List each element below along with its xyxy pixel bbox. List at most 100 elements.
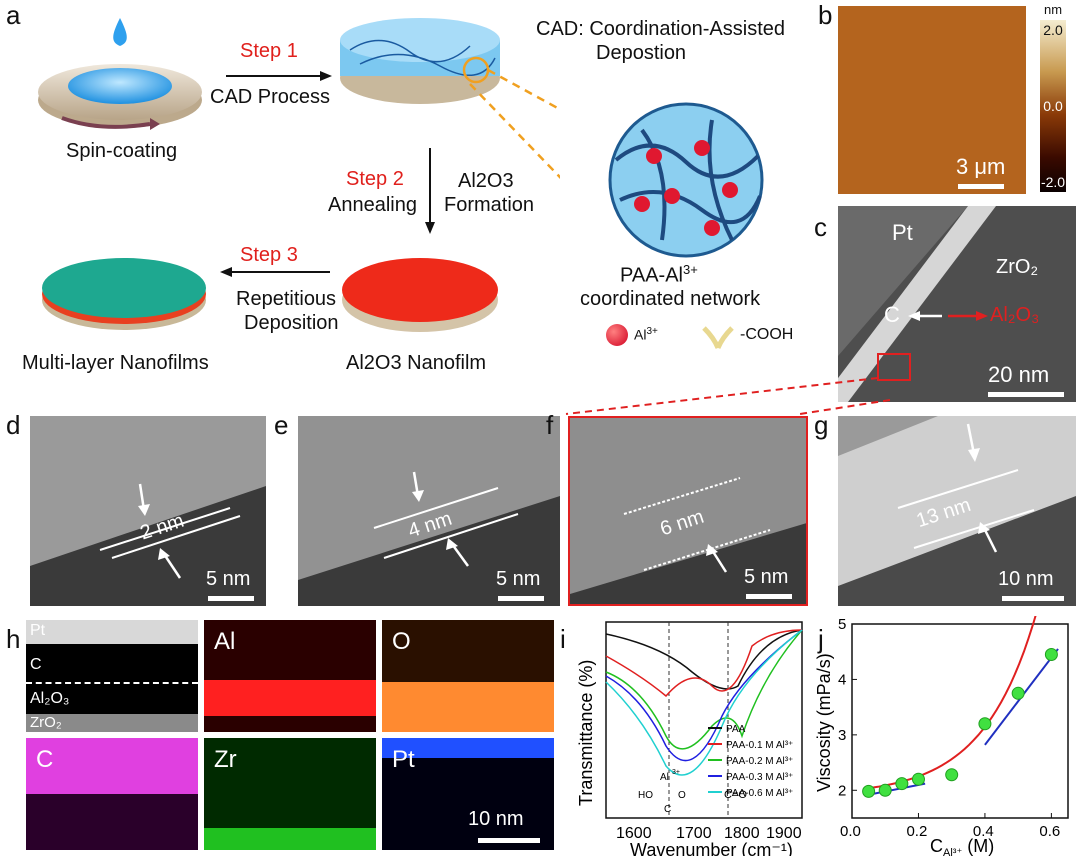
viscosity-data-point — [911, 772, 925, 786]
cad-title-line2: Depostion — [596, 42, 687, 64]
ftir-line-01 — [605, 629, 803, 698]
viscosity-xlabel: CAl³⁺ (M) — [930, 836, 994, 856]
step1-label: Step 1 — [240, 40, 298, 62]
cooh-legend-icon — [702, 326, 734, 349]
coated-disc-illustration — [340, 18, 500, 104]
viscosity-data-point — [1044, 647, 1058, 661]
step3-label: Step 3 — [240, 244, 298, 266]
panel-label-a: a — [6, 0, 21, 30]
panel-label-c: c — [814, 212, 827, 242]
ftir-plot-frame — [605, 621, 803, 819]
tem-image-e: 4 nm 5 nm — [298, 416, 560, 606]
panel-label-f: f — [546, 410, 554, 440]
ftir-line-paa — [605, 629, 803, 690]
ftir-annot-o: O — [678, 790, 686, 801]
eds-map-zr: Zr — [204, 738, 376, 850]
ftir-line-02 — [605, 629, 803, 750]
eds-map-c-label: C — [36, 746, 54, 773]
viscosity-ytick-label: 2 — [838, 782, 846, 799]
eds-map-c: C — [26, 738, 198, 850]
tem-f-scalebar-label: 5 nm — [744, 566, 789, 588]
afm-tick-bottom: -2.0 — [1040, 174, 1066, 190]
al2o3-nanofilm-disc-illustration — [342, 258, 498, 332]
ftir-legend-4: PAA-0.6 M Al³⁺ — [726, 788, 793, 799]
ftir-annot-al-sup: 3+ — [672, 769, 680, 776]
eds-map-pt-label: Pt — [392, 746, 415, 773]
viscosity-ytick-label: 5 — [838, 616, 846, 633]
viscosity-plot-frame — [851, 623, 1069, 819]
ftir-xtick-1900: 1900 — [766, 825, 802, 842]
viscosity-fit-linear-low — [868, 782, 926, 796]
panel-label-h: h — [6, 624, 21, 654]
ftir-annot-co: C=O — [724, 789, 747, 801]
viscosity-ytick-label: 4 — [838, 671, 846, 688]
panel-label-i: i — [560, 624, 566, 654]
panel-label-d: d — [6, 410, 21, 440]
ftir-xtick-1600: 1600 — [616, 825, 652, 842]
eds-haadf-image: Pt C Al₂O₃ ZrO₂ — [26, 620, 198, 732]
legend-cooh-label: -COOH — [740, 326, 794, 343]
legend-al-label: Al3+ — [634, 326, 658, 343]
schematic-diagram — [38, 18, 560, 332]
ftir-annot-c: C — [664, 804, 671, 815]
al2o3-nanofilm-label: Al2O3 Nanofilm — [346, 352, 487, 374]
coordinated-network-illustration — [608, 102, 764, 258]
eds-layer-pt-label: Pt — [30, 622, 46, 639]
panel-label-b: b — [818, 0, 833, 30]
viscosity-xtick-label: 0.2 — [906, 823, 927, 840]
viscosity-data-point — [895, 777, 909, 791]
viscosity-data-point — [878, 783, 892, 797]
al-ion-legend-icon — [606, 324, 628, 346]
ftir-xtick-1700: 1700 — [676, 825, 712, 842]
viscosity-data-point — [945, 768, 959, 782]
viscosity-xtick-label: 0.0 — [840, 823, 861, 840]
droplet-icon — [113, 18, 127, 46]
panel-label-e: e — [274, 410, 289, 440]
panel-label-j: j — [818, 624, 824, 654]
cad-title-line1: CAD: Coordination-Assisted — [536, 18, 785, 40]
ftir-line-06 — [605, 629, 803, 776]
ftir-xtick-1800: 1800 — [724, 825, 760, 842]
ftir-legend-2: PAA-0.2 M Al³⁺ — [726, 756, 793, 767]
tem-image-d: 2 nm 5 nm — [30, 416, 266, 606]
network-title-line1: PAA-Al3+ — [620, 262, 698, 287]
multilayer-label: Multi-layer Nanofilms — [22, 352, 209, 374]
viscosity-data-point — [862, 784, 876, 798]
tem-c-al2o3-label: Al₂O₃ — [990, 304, 1040, 326]
network-title-line2: coordinated network — [580, 288, 761, 310]
ftir-annot-ho: HO — [638, 790, 653, 801]
viscosity-xtick-label: 0.6 — [1039, 823, 1060, 840]
viscosity-data-point — [1011, 686, 1025, 700]
tem-g-scalebar-label: 10 nm — [998, 568, 1054, 590]
tem-image-c: Pt C Al₂O₃ ZrO₂ 20 nm — [838, 206, 1076, 402]
multilayer-disc-illustration — [42, 258, 206, 330]
annealing-label: Annealing — [328, 194, 417, 216]
tem-c-c-label: C — [884, 302, 900, 327]
ftir-legend-1: PAA-0.1 M Al³⁺ — [726, 740, 793, 751]
tem-e-scalebar-label: 5 nm — [496, 568, 541, 590]
al2o3-formation-line2: Formation — [444, 194, 535, 216]
eds-map-o: O — [382, 620, 554, 732]
tem-image-g: 13 nm 10 nm — [838, 416, 1076, 606]
afm-colorbar: 2.0 0.0 -2.0 — [1040, 20, 1066, 192]
afm-tick-mid: 0.0 — [1043, 98, 1063, 114]
viscosity-ytick-label: 3 — [838, 727, 846, 744]
eds-layer-al2o3-label: Al₂O₃ — [30, 690, 70, 707]
deposition-label: Deposition — [244, 312, 339, 334]
tem-c-zro2-label: ZrO₂ — [996, 256, 1039, 278]
viscosity-ylabel: Viscosity (mPa/s) — [814, 653, 834, 792]
eds-map-zr-label: Zr — [214, 746, 237, 773]
tem-c-scalebar-label: 20 nm — [988, 362, 1050, 387]
ftir-legend: PAA PAA-0.1 M Al³⁺ PAA-0.2 M Al³⁺ PAA-0.… — [708, 724, 793, 799]
eds-map-al-label: Al — [214, 628, 236, 655]
panel-label-g: g — [814, 410, 829, 440]
tem-c-pt-label: Pt — [892, 220, 913, 245]
zoom-connector — [565, 377, 891, 415]
viscosity-chart: 0.0 0.2 0.4 0.6 2 3 4 5 Viscosity (mPa/s) CAl³⁺… — [814, 616, 1069, 856]
step2-label: Step 2 — [346, 168, 404, 190]
ftir-chart: 1600 1700 1800 1900 Wavenumber (cm⁻¹) Tr… — [576, 621, 803, 856]
tem-d-scalebar-label: 5 nm — [206, 568, 251, 590]
ftir-legend-0: PAA — [726, 724, 746, 735]
afm-scalebar-label: 3 μm — [956, 154, 1006, 179]
ftir-ylabel: Transmittance (%) — [576, 660, 596, 806]
